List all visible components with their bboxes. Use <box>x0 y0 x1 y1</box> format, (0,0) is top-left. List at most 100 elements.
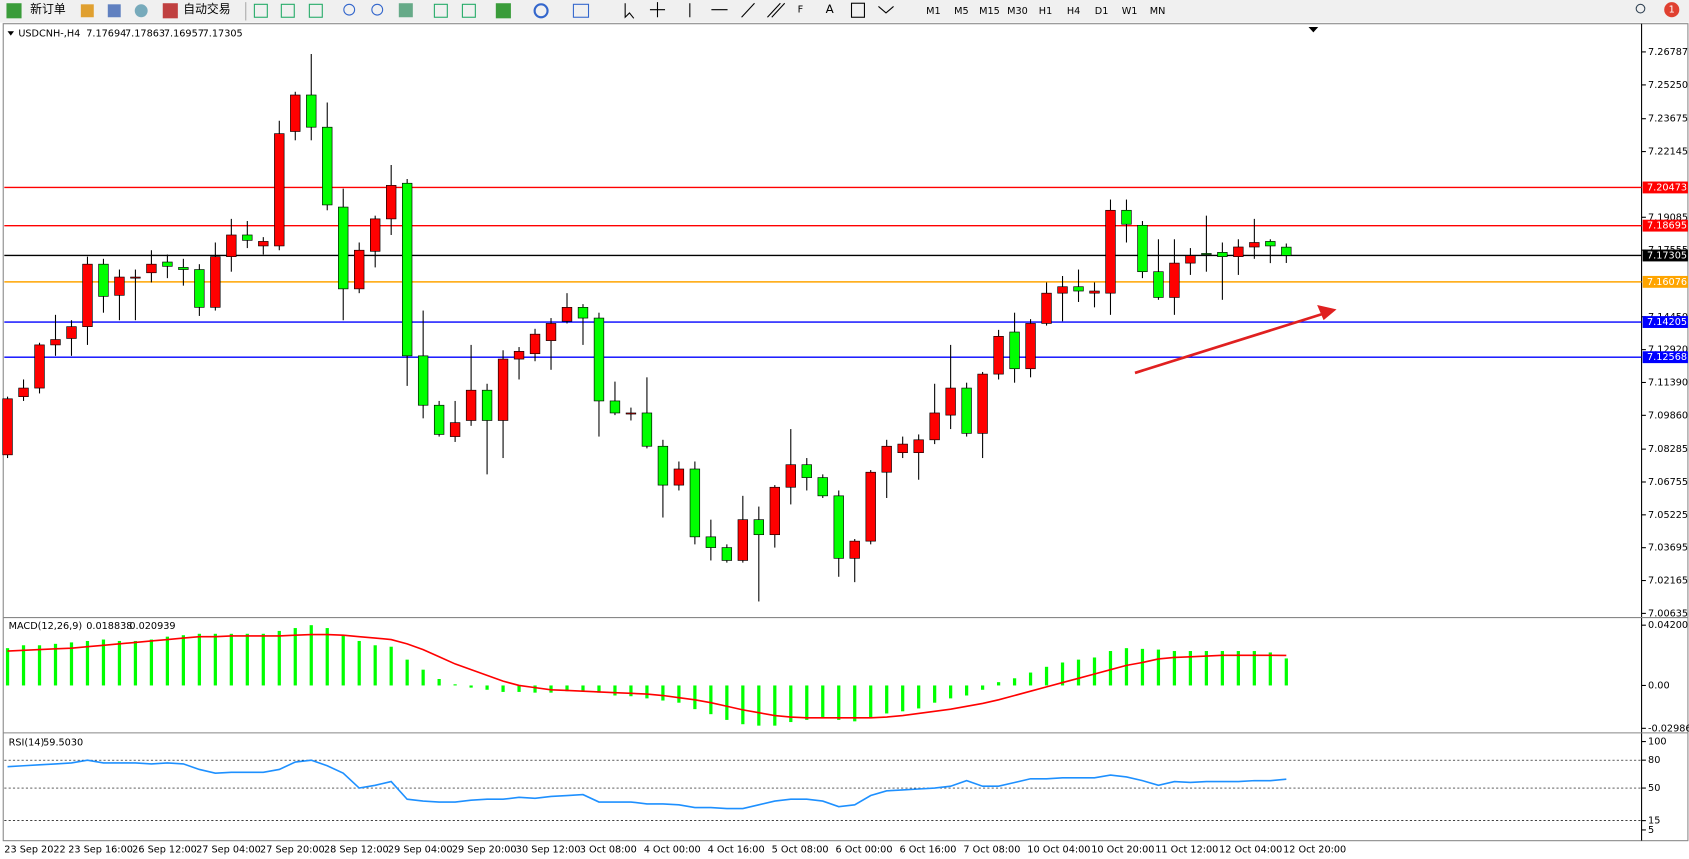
macd-bar <box>373 645 377 686</box>
macd-bar <box>309 625 313 686</box>
fibo-button[interactable]: F <box>798 5 804 16</box>
price-label: 7.20473 <box>1647 182 1687 193</box>
x-tick-label: 29 Sep 04:00 <box>388 844 453 855</box>
annotation-arrow <box>1134 305 1337 375</box>
candle-body <box>1041 292 1052 324</box>
candle-body <box>945 387 956 416</box>
timeframe-button[interactable]: M1 <box>926 6 941 17</box>
x-tick-label: 26 Sep 12:00 <box>132 844 197 855</box>
candle-body <box>1201 253 1212 255</box>
x-tick-label: 5 Oct 08:00 <box>772 844 829 855</box>
macd-bar <box>661 685 665 701</box>
plots: 7.267877.252507.236757.221457.190857.175… <box>2 28 1689 836</box>
timeframe-button[interactable]: H4 <box>1067 6 1080 17</box>
candle-body <box>1153 271 1164 298</box>
macd-bar <box>645 685 649 699</box>
macd-bar <box>725 685 729 720</box>
macd-bar <box>117 640 122 686</box>
text-button[interactable]: A <box>826 2 834 16</box>
shift-button[interactable] <box>461 3 476 18</box>
candle-body <box>753 519 764 536</box>
candle-body <box>2 398 13 456</box>
candle-chart-button[interactable] <box>280 3 295 18</box>
templates-button[interactable] <box>572 3 590 18</box>
candle-body <box>1089 290 1100 294</box>
label-button[interactable] <box>850 2 865 18</box>
candle-body <box>306 94 317 128</box>
candle-body <box>401 182 413 357</box>
macd-bar <box>101 639 106 686</box>
candle-body <box>481 389 493 421</box>
new-order-icon[interactable] <box>6 3 22 19</box>
macd-bar <box>709 685 713 715</box>
candle-body <box>497 358 509 421</box>
candle-body <box>1249 242 1260 248</box>
arrow-head <box>1317 305 1337 321</box>
macd-bar <box>341 635 345 686</box>
y-tick-label: 7.08285 <box>1648 444 1688 455</box>
macd-bar <box>1140 648 1145 686</box>
x-tick-label: 27 Sep 20:00 <box>260 844 325 855</box>
timeframe-button[interactable]: D1 <box>1095 6 1109 17</box>
macd-bar <box>277 630 281 686</box>
notification-badge[interactable] <box>1664 2 1680 18</box>
autoscroll-button[interactable] <box>433 3 448 18</box>
timeframe-button[interactable]: M15 <box>979 6 1000 17</box>
toolbar <box>0 0 1689 23</box>
cursor-button[interactable] <box>624 3 635 19</box>
y-tick-label: 7.11390 <box>1648 377 1688 388</box>
channel-button[interactable] <box>767 2 786 18</box>
timeframe-button[interactable]: M5 <box>954 6 969 17</box>
price-label-bg <box>1642 275 1688 288</box>
macd-bar <box>965 685 969 696</box>
macd-bar <box>581 685 585 692</box>
tool-icon[interactable] <box>80 4 94 18</box>
auto-trading-button[interactable]: 自动交易 <box>183 2 230 16</box>
macd-bar <box>133 640 138 686</box>
y-tick-label: 7.19085 <box>1648 212 1688 223</box>
notification-count: 1 <box>1669 5 1675 16</box>
macd-bar <box>901 685 905 712</box>
panel-menu-arrow <box>7 31 15 36</box>
zoom-in-button[interactable] <box>343 3 356 16</box>
tile-button[interactable] <box>398 3 413 18</box>
macd-bar <box>517 685 521 692</box>
candle-body <box>1281 246 1292 256</box>
candle-body <box>322 126 333 206</box>
timeframe-bar: M1 M5 M15 M30 H1 H4 D1 W1 MN <box>926 6 1165 17</box>
macd-bar <box>293 628 297 686</box>
x-tick-label: 4 Oct 00:00 <box>644 844 701 855</box>
header-high: 7.17863 <box>125 28 165 39</box>
timeframe-button[interactable]: H1 <box>1039 6 1052 17</box>
crosshair-button[interactable] <box>649 2 666 18</box>
new-order-button[interactable]: 新订单 <box>30 2 66 16</box>
shift-marker <box>1308 26 1319 33</box>
periods-button[interactable] <box>533 3 549 19</box>
x-tick-label: 28 Sep 12:00 <box>324 844 389 855</box>
trendline-button[interactable] <box>741 2 755 18</box>
macd-bar <box>677 685 681 703</box>
timeframe-button[interactable]: W1 <box>1122 6 1138 17</box>
rsi-line <box>7 759 1287 810</box>
x-tick-label: 27 Sep 04:00 <box>196 844 261 855</box>
candle-body <box>98 263 109 297</box>
auto-trading-icon[interactable] <box>162 3 178 19</box>
tool-icon[interactable] <box>134 4 148 18</box>
macd-bar <box>1044 666 1049 686</box>
x-tick-label: 30 Sep 12:00 <box>516 844 581 855</box>
x-tick-label: 10 Oct 20:00 <box>1091 844 1154 855</box>
timeframe-button[interactable]: MN <box>1150 6 1166 17</box>
search-button[interactable] <box>1635 3 1646 14</box>
indicators-button[interactable] <box>495 3 511 19</box>
tool-icon[interactable] <box>107 4 121 18</box>
zoom-out-button[interactable] <box>371 3 384 16</box>
timeframe-button[interactable]: M30 <box>1007 6 1028 17</box>
bar-chart-button[interactable] <box>253 3 268 18</box>
macd-bar <box>1156 649 1161 686</box>
candle-body <box>50 339 61 346</box>
macd-bar <box>837 685 841 720</box>
candlestick-panel: 7.267877.252507.236757.221457.190857.175… <box>2 28 1688 619</box>
candle-body <box>386 185 397 220</box>
arrows-button[interactable] <box>878 6 894 14</box>
line-chart-button[interactable] <box>308 3 323 18</box>
